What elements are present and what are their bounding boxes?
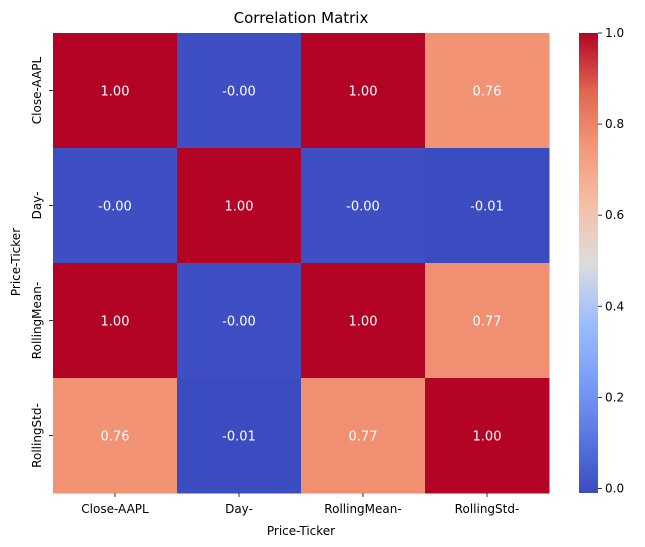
colorbar-tick-label: 0.4 <box>605 299 624 313</box>
cell-value-label: 1.00 <box>473 430 502 445</box>
heatmap-cell <box>177 33 302 149</box>
colorbar-ticks: 0.0 0.2 0.4 0.6 0.8 1.0 <box>598 26 624 495</box>
cell-value-label: 0.76 <box>473 85 502 100</box>
heatmap-cell <box>301 378 426 494</box>
cell-value-label: 1.00 <box>101 85 130 100</box>
cell-value-label: -0.00 <box>222 85 256 100</box>
cell-value-label: -0.00 <box>98 200 132 215</box>
x-tick-label: Day- <box>225 502 253 516</box>
y-axis-ticks: Close-AAPL Day- RollingMean- RollingStd- <box>30 56 53 468</box>
heatmap-cell <box>301 263 426 379</box>
heatmap-cell <box>53 378 178 494</box>
heatmap-cell <box>425 148 550 264</box>
heatmap-cell <box>177 378 302 494</box>
colorbar <box>579 33 598 493</box>
y-tick-label: RollingStd- <box>30 403 44 468</box>
heatmap-cell <box>53 148 178 264</box>
heatmap-cell <box>53 33 178 149</box>
heatmap-cell <box>301 33 426 149</box>
x-tick-label: RollingStd- <box>455 502 520 516</box>
colorbar-tick-label: 0.0 <box>605 481 624 495</box>
x-axis-ticks: Close-AAPL Day- RollingMean- RollingStd- <box>81 493 519 516</box>
colorbar-tick-label: 0.6 <box>605 208 624 222</box>
heatmap-cell <box>177 148 302 264</box>
x-axis-label: Price-Ticker <box>267 524 335 538</box>
heatmap-cell <box>301 148 426 264</box>
cell-value-label: 0.77 <box>473 315 502 330</box>
y-tick-label: RollingMean- <box>30 282 44 359</box>
colorbar-tick-label: 0.2 <box>605 390 624 404</box>
cell-value-label: 0.77 <box>349 430 378 445</box>
cell-value-label: -0.01 <box>222 430 256 445</box>
y-tick-label: Day- <box>30 192 44 220</box>
heatmap-cell-labels: 1.00 -0.00 1.00 0.76 -0.00 1.00 -0.00 -0.01 1.00… <box>98 85 504 445</box>
heatmap-cell <box>425 33 550 149</box>
cell-value-label: 1.00 <box>101 315 130 330</box>
heatmap-cells <box>53 33 550 494</box>
cell-value-label: -0.00 <box>346 200 380 215</box>
cell-value-label: 1.00 <box>349 315 378 330</box>
heatmap-cell <box>53 263 178 379</box>
cell-value-label: 1.00 <box>225 200 254 215</box>
chart-title: Correlation Matrix <box>234 9 369 27</box>
heatmap-cell <box>177 263 302 379</box>
cell-value-label: 0.76 <box>101 430 130 445</box>
x-tick-label: RollingMean- <box>324 502 401 516</box>
y-tick-label: Close-AAPL <box>30 56 44 124</box>
cell-value-label: 1.00 <box>349 85 378 100</box>
x-tick-label: Close-AAPL <box>81 502 149 516</box>
y-axis-label: Price-Ticker <box>9 228 23 296</box>
cell-value-label: -0.00 <box>222 315 256 330</box>
colorbar-tick-label: 0.8 <box>605 117 624 131</box>
heatmap-cell <box>425 263 550 379</box>
cell-value-label: -0.01 <box>470 200 504 215</box>
heatmap-cell <box>425 378 550 494</box>
colorbar-tick-label: 1.0 <box>605 26 624 40</box>
